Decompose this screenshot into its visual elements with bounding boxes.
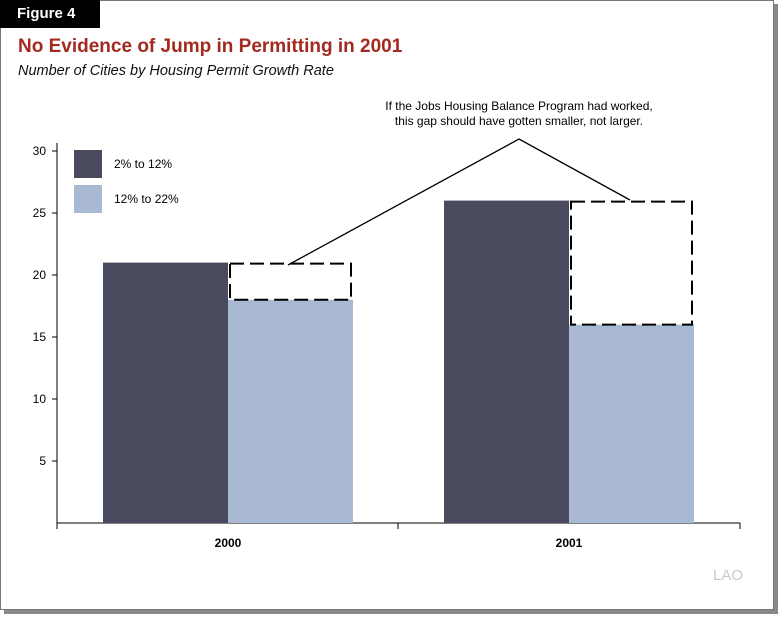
annotation-text: If the Jobs Housing Balance Program had … <box>385 99 652 113</box>
y-tick-label: 30 <box>33 144 47 158</box>
y-tick-label: 5 <box>39 454 46 468</box>
bar-2001-1 <box>444 200 569 523</box>
annotation-callout <box>287 138 631 266</box>
y-tick-label: 25 <box>33 206 47 220</box>
gap-box-2000 <box>229 262 352 301</box>
chart-subtitle: Number of Cities by Housing Permit Growt… <box>18 63 334 79</box>
legend-swatch <box>74 185 102 213</box>
x-tick-label: 2000 <box>215 536 242 550</box>
y-tick-label: 15 <box>33 330 47 344</box>
bar-2001-2 <box>569 324 694 523</box>
legend-label: 12% to 22% <box>114 192 179 206</box>
figure-label: Figure 4 <box>0 0 100 28</box>
gap-box-2001 <box>570 200 693 326</box>
y-tick-label: 10 <box>33 392 47 406</box>
bar-2000-1 <box>103 262 228 523</box>
annotation-text: this gap should have gotten smaller, not… <box>395 114 643 128</box>
bar-2000-2 <box>228 299 353 523</box>
y-tick-label: 20 <box>33 268 47 282</box>
x-tick-label: 2001 <box>556 536 583 550</box>
chart-title: No Evidence of Jump in Permitting in 200… <box>18 36 403 57</box>
lao-logo: LAO <box>713 567 743 584</box>
legend-label: 2% to 12% <box>114 157 172 171</box>
legend-swatch <box>74 150 102 178</box>
